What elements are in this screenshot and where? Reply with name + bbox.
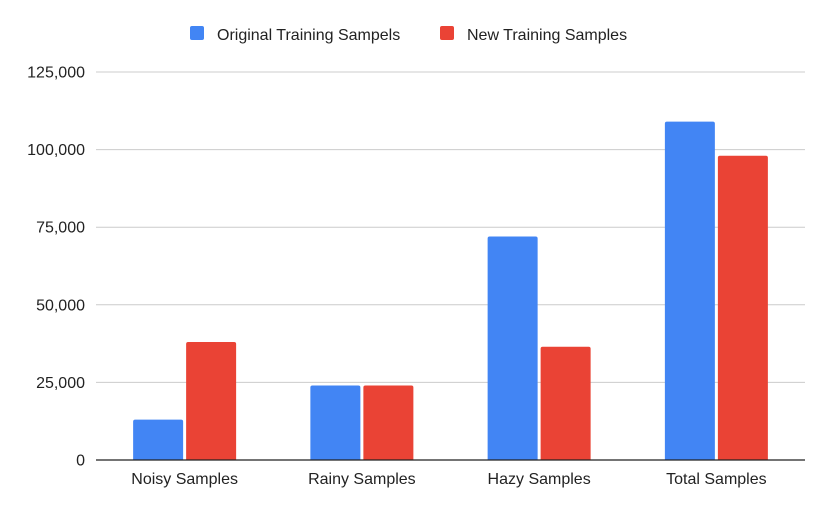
- legend-label-new: New Training Samples: [467, 27, 627, 44]
- bar-original-2: [487, 236, 538, 460]
- y-tick-label: 50,000: [36, 297, 85, 314]
- y-axis-tick-labels: 0 25,000 50,000 75,000 100,000 125,000: [27, 65, 85, 470]
- x-tick-label: Noisy Samples: [131, 471, 238, 488]
- bar-new-2: [540, 346, 591, 460]
- x-tick-label: Total Samples: [666, 471, 767, 488]
- bar-original-1: [310, 385, 361, 460]
- legend: Original Training Sampels New Training S…: [190, 26, 627, 44]
- y-tick-label: 75,000: [36, 220, 85, 237]
- bar-new-0: [186, 342, 237, 460]
- bar-original-0: [133, 419, 184, 460]
- y-tick-label: 0: [76, 453, 85, 470]
- legend-swatch-new: [440, 26, 454, 40]
- legend-label-original: Original Training Sampels: [217, 27, 400, 44]
- x-tick-label: Hazy Samples: [488, 471, 591, 488]
- y-tick-label: 125,000: [27, 65, 85, 82]
- y-tick-label: 25,000: [36, 375, 85, 392]
- legend-swatch-original: [190, 26, 204, 40]
- bar-new-3: [717, 155, 768, 461]
- x-axis-tick-labels: Noisy Samples Rainy Samples Hazy Samples To…: [131, 471, 766, 488]
- bars: [133, 121, 768, 461]
- y-tick-label: 100,000: [27, 142, 85, 159]
- x-tick-label: Rainy Samples: [308, 471, 416, 488]
- bar-original-3: [664, 121, 715, 460]
- bar-new-1: [363, 385, 414, 460]
